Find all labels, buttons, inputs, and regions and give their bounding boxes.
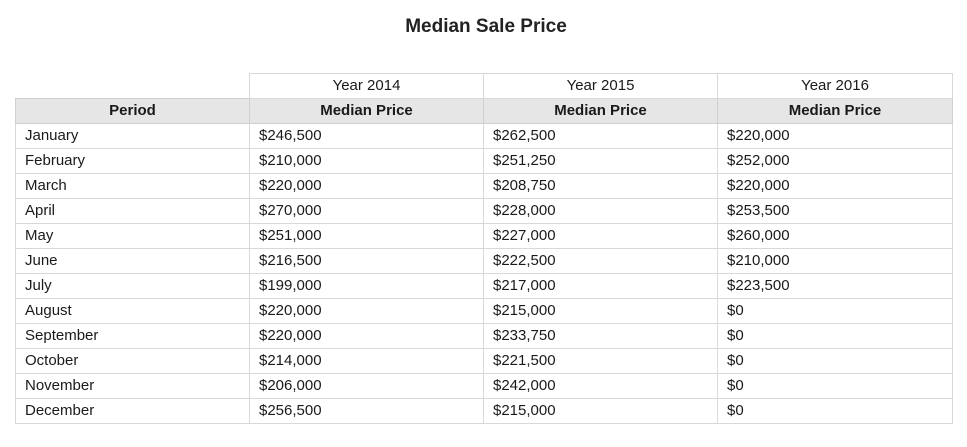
table-row: November $206,000 $242,000 $0: [15, 373, 953, 399]
period-cell: April: [15, 198, 250, 224]
year-header-row: Year 2014 Year 2015 Year 2016: [16, 73, 953, 99]
price-2016-cell: $210,000: [717, 248, 953, 274]
table-row: May $251,000 $227,000 $260,000: [15, 223, 953, 249]
median-price-2016-header: Median Price: [717, 98, 953, 124]
price-2015-cell: $217,000: [483, 273, 718, 299]
year-2016-header: Year 2016: [717, 73, 953, 99]
table-row: September $220,000 $233,750 $0: [15, 323, 953, 349]
price-2014-cell: $206,000: [249, 373, 484, 399]
period-cell: November: [15, 373, 250, 399]
price-2014-cell: $246,500: [249, 123, 484, 149]
price-2014-cell: $210,000: [249, 148, 484, 174]
year-2015-header: Year 2015: [483, 73, 718, 99]
price-2014-cell: $220,000: [249, 323, 484, 349]
price-2016-cell: $220,000: [717, 123, 953, 149]
price-2014-cell: $220,000: [249, 173, 484, 199]
median-price-table: Year 2014 Year 2015 Year 2016 Period Med…: [15, 73, 953, 424]
period-cell: February: [15, 148, 250, 174]
price-2015-cell: $262,500: [483, 123, 718, 149]
table-row: February $210,000 $251,250 $252,000: [15, 148, 953, 174]
price-2016-cell: $220,000: [717, 173, 953, 199]
table-row: January $246,500 $262,500 $220,000: [15, 123, 953, 149]
price-2014-cell: $216,500: [249, 248, 484, 274]
blank-corner-cell: [16, 74, 250, 99]
table-row: October $214,000 $221,500 $0: [15, 348, 953, 374]
table-body: January $246,500 $262,500 $220,000 February $…: [15, 123, 953, 424]
price-2016-cell: $0: [717, 298, 953, 324]
price-2015-cell: $228,000: [483, 198, 718, 224]
period-cell: May: [15, 223, 250, 249]
price-2016-cell: $0: [717, 348, 953, 374]
price-2015-cell: $233,750: [483, 323, 718, 349]
price-2015-cell: $215,000: [483, 298, 718, 324]
period-cell: December: [15, 398, 250, 424]
table-row: April $270,000 $228,000 $253,500: [15, 198, 953, 224]
price-2016-cell: $0: [717, 323, 953, 349]
price-2016-cell: $260,000: [717, 223, 953, 249]
price-2014-cell: $256,500: [249, 398, 484, 424]
price-2015-cell: $221,500: [483, 348, 718, 374]
price-2014-cell: $251,000: [249, 223, 484, 249]
year-2014-header: Year 2014: [249, 73, 484, 99]
price-2015-cell: $242,000: [483, 373, 718, 399]
price-2015-cell: $227,000: [483, 223, 718, 249]
price-2016-cell: $252,000: [717, 148, 953, 174]
period-cell: July: [15, 273, 250, 299]
price-2016-cell: $0: [717, 373, 953, 399]
column-header-row: Period Median Price Median Price Median …: [15, 98, 953, 124]
table-row: March $220,000 $208,750 $220,000: [15, 173, 953, 199]
period-cell: January: [15, 123, 250, 149]
price-2014-cell: $199,000: [249, 273, 484, 299]
period-cell: March: [15, 173, 250, 199]
price-2015-cell: $251,250: [483, 148, 718, 174]
period-cell: August: [15, 298, 250, 324]
period-cell: June: [15, 248, 250, 274]
table-row: June $216,500 $222,500 $210,000: [15, 248, 953, 274]
median-price-2014-header: Median Price: [249, 98, 484, 124]
price-2016-cell: $253,500: [717, 198, 953, 224]
price-2014-cell: $220,000: [249, 298, 484, 324]
period-column-header: Period: [15, 98, 250, 124]
price-2015-cell: $208,750: [483, 173, 718, 199]
page-title: Median Sale Price: [405, 16, 567, 37]
median-price-2015-header: Median Price: [483, 98, 718, 124]
price-2016-cell: $223,500: [717, 273, 953, 299]
price-2014-cell: $270,000: [249, 198, 484, 224]
period-cell: October: [15, 348, 250, 374]
table-row: December $256,500 $215,000 $0: [15, 398, 953, 424]
table-row: July $199,000 $217,000 $223,500: [15, 273, 953, 299]
table-row: August $220,000 $215,000 $0: [15, 298, 953, 324]
period-cell: September: [15, 323, 250, 349]
price-2015-cell: $215,000: [483, 398, 718, 424]
price-2016-cell: $0: [717, 398, 953, 424]
price-2014-cell: $214,000: [249, 348, 484, 374]
price-2015-cell: $222,500: [483, 248, 718, 274]
